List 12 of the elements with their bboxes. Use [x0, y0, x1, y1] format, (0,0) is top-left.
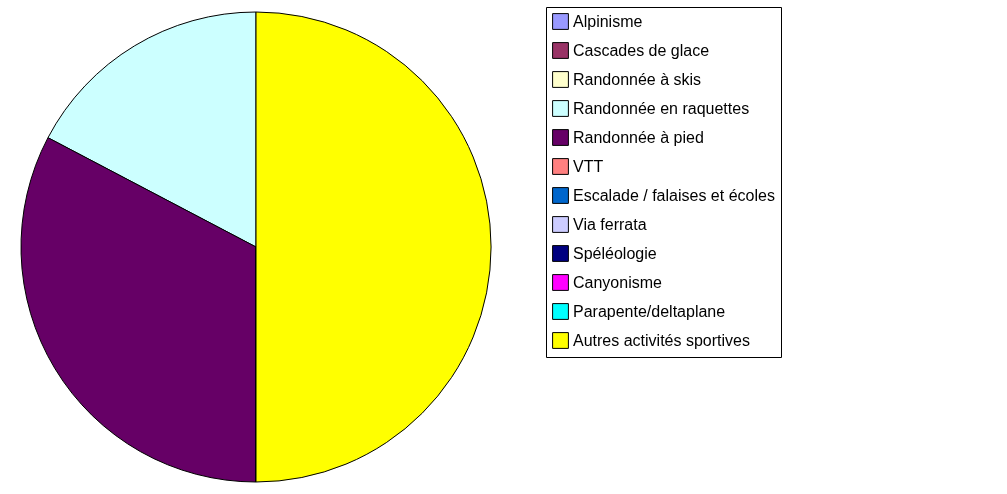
legend-label: Alpinisme: [573, 12, 643, 30]
legend-label: Escalade / falaises et écoles: [573, 186, 775, 204]
legend-label: Via ferrata: [573, 215, 647, 233]
legend-label: Parapente/deltaplane: [573, 302, 726, 320]
legend-label: Spéléologie: [573, 244, 657, 262]
legend-label: Cascades de glace: [573, 41, 710, 59]
legend-label: Canyonisme: [573, 273, 663, 291]
legend-label: Randonnée à pied: [573, 128, 704, 146]
legend-label: Randonnée à skis: [573, 70, 702, 88]
legend-label: Randonnée en raquettes: [573, 99, 750, 117]
legend-label: VTT: [573, 157, 604, 175]
legend-label: Autres activités sportives: [573, 331, 750, 349]
